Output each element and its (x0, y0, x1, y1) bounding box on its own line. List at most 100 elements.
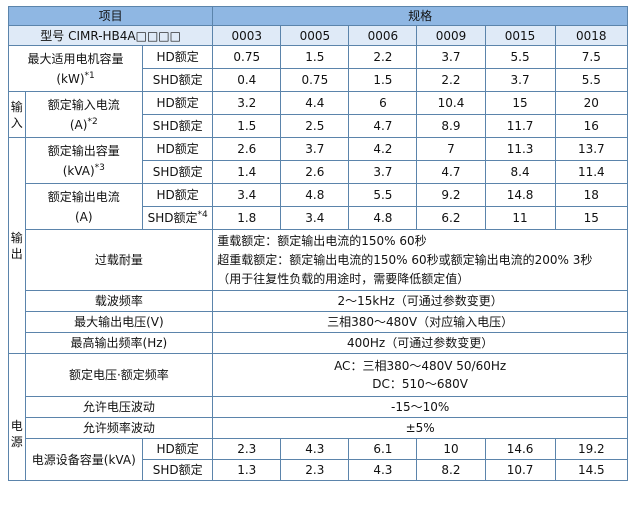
hd-label: HD额定 (143, 46, 213, 69)
table-cell: 2.2 (417, 69, 485, 92)
max-output-voltage-value: 三相380～480V（对应输入电压） (213, 312, 628, 333)
model-row: 型号 CIMR-HB4A□□□□ 0003 0005 0006 0009 001… (9, 26, 628, 46)
table-cell: 4.3 (349, 460, 417, 481)
table-cell: 15 (485, 92, 555, 115)
freq-fluctuation-label: 允许频率波动 (25, 418, 213, 439)
input-current-label-line1: 额定输入电流 (48, 98, 120, 112)
input-current-label-line2: (A) (70, 118, 88, 132)
carrier-freq-row: 载波频率 2～15kHz（可通过参数变更） (9, 291, 628, 312)
rated-voltage-ac: AC：三相380～480V 50/60Hz (213, 357, 627, 375)
overload-line3: （用于往复性负载的用途时，需要降低额定值） (217, 270, 627, 289)
carrier-freq-label: 载波频率 (25, 291, 213, 312)
voltage-fluctuation-value: -15～10% (213, 397, 628, 418)
max-output-freq-value: 400Hz（可通过参数变更） (213, 333, 628, 354)
table-cell: 5.5 (349, 184, 417, 207)
rated-voltage-freq-row: 电 源 额定电压·额定频率 AC：三相380～480V 50/60Hz DC：5… (9, 354, 628, 397)
shd-label: SHD额定 (143, 69, 213, 92)
table-cell: 0.4 (213, 69, 281, 92)
input-current-hd-row: 输 入 额定输入电流 (A)*2 HD额定 3.2 4.4 6 10.4 15 … (9, 92, 628, 115)
shd-label: SHD额定 (143, 115, 213, 138)
table-cell: 11.3 (485, 138, 555, 161)
table-cell: 3.7 (349, 161, 417, 184)
model-label: 型号 CIMR-HB4A□□□□ (9, 26, 213, 46)
footnote-marker: *1 (85, 71, 95, 81)
max-output-voltage-row: 最大输出电压(V) 三相380～480V（对应输入电压） (9, 312, 628, 333)
max-output-freq-row: 最高输出频率(Hz) 400Hz（可通过参数变更） (9, 333, 628, 354)
shd-label-text: SHD额定 (148, 211, 198, 225)
table-cell: 1.5 (281, 46, 349, 69)
table-cell: 3.7 (485, 69, 555, 92)
table-cell: 1.5 (213, 115, 281, 138)
motor-capacity-label-line1: 最大适用电机容量 (28, 52, 124, 66)
table-cell: 3.2 (213, 92, 281, 115)
shd-label: SHD额定*4 (143, 207, 213, 230)
power-capacity-hd-row: 电源设备容量(kVA) HD额定 2.3 4.3 6.1 10 14.6 19.… (9, 439, 628, 460)
model-code: 0003 (213, 26, 281, 46)
power-capacity-label: 电源设备容量(kVA) (25, 439, 143, 481)
output-current-label: 额定输出电流 (A) (25, 184, 143, 230)
table-cell: 7.5 (555, 46, 627, 69)
rated-voltage-freq-value: AC：三相380～480V 50/60Hz DC：510～680V (213, 354, 628, 397)
table-cell: 1.8 (213, 207, 281, 230)
freq-fluctuation-row: 允许频率波动 ±5% (9, 418, 628, 439)
table-cell: 14.6 (485, 439, 555, 460)
voltage-fluctuation-label: 允许电压波动 (25, 397, 213, 418)
table-cell: 4.3 (281, 439, 349, 460)
item-header: 项目 (9, 7, 213, 26)
table-cell: 3.4 (213, 184, 281, 207)
table-cell: 3.4 (281, 207, 349, 230)
overload-line2: 超重载额定：额定输出电流的150% 60秒或额定输出电流的200% 3秒 (217, 251, 627, 270)
hd-label: HD额定 (143, 138, 213, 161)
output-capacity-label: 额定输出容量 (kVA)*3 (25, 138, 143, 184)
table-cell: 6 (349, 92, 417, 115)
table-cell: 11 (485, 207, 555, 230)
table-cell: 8.2 (417, 460, 485, 481)
table-cell: 19.2 (555, 439, 627, 460)
section-power-char-2: 源 (11, 435, 23, 449)
table-cell: 8.4 (485, 161, 555, 184)
table-cell: 2.6 (213, 138, 281, 161)
table-cell: 3.7 (281, 138, 349, 161)
table-cell: 4.7 (349, 115, 417, 138)
table-cell: 3.7 (417, 46, 485, 69)
carrier-freq-value: 2～15kHz（可通过参数变更） (213, 291, 628, 312)
table-cell: 2.5 (281, 115, 349, 138)
table-cell: 2.3 (281, 460, 349, 481)
header-row: 项目 规格 (9, 7, 628, 26)
table-cell: 15 (555, 207, 627, 230)
output-current-hd-row: 额定输出电流 (A) HD额定 3.4 4.8 5.5 9.2 14.8 18 (9, 184, 628, 207)
rated-voltage-dc: DC：510～680V (213, 375, 627, 393)
table-cell: 7 (417, 138, 485, 161)
table-cell: 8.9 (417, 115, 485, 138)
output-current-label-line2: (A) (75, 210, 93, 224)
footnote-marker: *4 (197, 210, 207, 220)
hd-label: HD额定 (143, 439, 213, 460)
output-capacity-hd-row: 输 出 额定输出容量 (kVA)*3 HD额定 2.6 3.7 4.2 7 11… (9, 138, 628, 161)
table-cell: 4.8 (349, 207, 417, 230)
section-output-char-1: 输 (11, 231, 23, 245)
hd-label: HD额定 (143, 92, 213, 115)
input-current-label: 额定输入电流 (A)*2 (25, 92, 143, 138)
motor-capacity-label-line2: (kW) (56, 72, 84, 86)
table-cell: 11.7 (485, 115, 555, 138)
table-cell: 16 (555, 115, 627, 138)
overload-label: 过载耐量 (25, 230, 213, 291)
overload-line1: 重载额定：额定输出电流的150% 60秒 (217, 232, 627, 251)
overload-value: 重载额定：额定输出电流的150% 60秒 超重载额定：额定输出电流的150% 6… (213, 230, 628, 291)
table-cell: 0.75 (213, 46, 281, 69)
spec-table: 项目 规格 型号 CIMR-HB4A□□□□ 0003 0005 0006 00… (8, 6, 628, 481)
model-code: 0009 (417, 26, 485, 46)
output-capacity-label-line1: 额定输出容量 (48, 144, 120, 158)
motor-capacity-label: 最大适用电机容量 (kW)*1 (9, 46, 143, 92)
table-cell: 4.4 (281, 92, 349, 115)
hd-label: HD额定 (143, 184, 213, 207)
table-cell: 18 (555, 184, 627, 207)
table-cell: 5.5 (555, 69, 627, 92)
table-cell: 20 (555, 92, 627, 115)
output-current-label-line1: 额定输出电流 (48, 190, 120, 204)
max-output-freq-label: 最高输出频率(Hz) (25, 333, 213, 354)
table-cell: 1.4 (213, 161, 281, 184)
section-input-char-2: 入 (11, 116, 23, 130)
voltage-fluctuation-row: 允许电压波动 -15～10% (9, 397, 628, 418)
